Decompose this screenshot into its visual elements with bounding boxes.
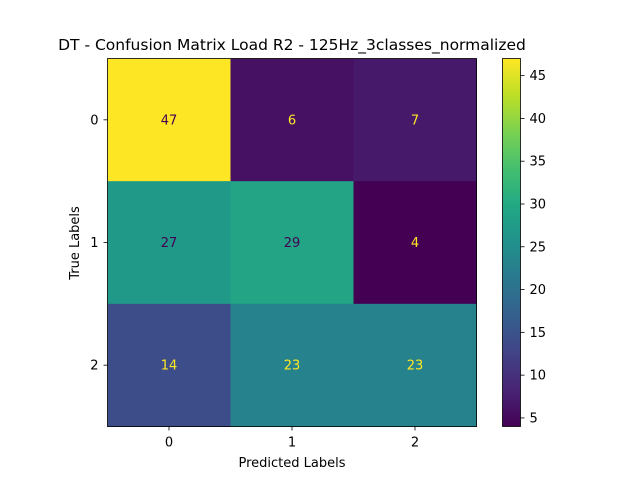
heatmap-cell-labels: 47 6 7 27 29 4 14 23 23 [161, 113, 424, 373]
colorbar-tick-label: 15 [530, 326, 547, 341]
x-axis-ticks: 0 1 2 [165, 426, 419, 451]
heatmap-cells [107, 58, 477, 427]
x-tick-label: 0 [165, 436, 173, 451]
colorbar-tick-label: 35 [530, 155, 547, 170]
colorbar-tick-label: 25 [530, 240, 547, 255]
cell-value-label: 27 [161, 236, 178, 251]
colorbar-tick-label: 45 [530, 69, 547, 84]
colorbar-tick-label: 10 [530, 369, 547, 384]
colorbar-ticks: 5 10 15 20 25 30 35 40 45 [520, 69, 547, 426]
heatmap-cell [107, 58, 231, 182]
y-axis-label: True Labels [68, 206, 83, 281]
cell-value-label: 14 [161, 359, 178, 374]
cell-value-label: 4 [411, 236, 419, 251]
x-tick-label: 2 [411, 436, 419, 451]
heatmap-cell [230, 303, 354, 427]
y-tick-label: 1 [90, 236, 98, 251]
cell-value-label: 6 [288, 113, 296, 128]
heatmap-cell [230, 181, 354, 305]
cell-value-label: 7 [411, 113, 419, 128]
cell-value-label: 23 [407, 359, 424, 374]
chart-title: DT - Confusion Matrix Load R2 - 125Hz_3c… [58, 36, 526, 55]
heatmap-cell [353, 303, 477, 427]
cell-value-label: 23 [284, 359, 301, 374]
colorbar [502, 58, 521, 427]
cell-value-label: 47 [161, 113, 178, 128]
colorbar-tick-label: 5 [530, 411, 538, 426]
heatmap-cell [107, 181, 231, 305]
x-tick-label: 1 [288, 436, 296, 451]
colorbar-tick-label: 40 [530, 112, 547, 127]
heatmap-cell [353, 58, 477, 182]
heatmap-cell [230, 58, 354, 182]
y-tick-label: 2 [90, 359, 98, 374]
colorbar-tick-label: 30 [530, 197, 547, 212]
colorbar-tick-label: 20 [530, 283, 547, 298]
y-tick-label: 0 [90, 113, 98, 128]
heatmap-cell [107, 303, 231, 427]
y-axis-ticks: 0 1 2 [90, 113, 108, 374]
x-axis-label: Predicted Labels [238, 456, 345, 471]
cell-value-label: 29 [284, 236, 301, 251]
heatmap-cell [353, 181, 477, 305]
